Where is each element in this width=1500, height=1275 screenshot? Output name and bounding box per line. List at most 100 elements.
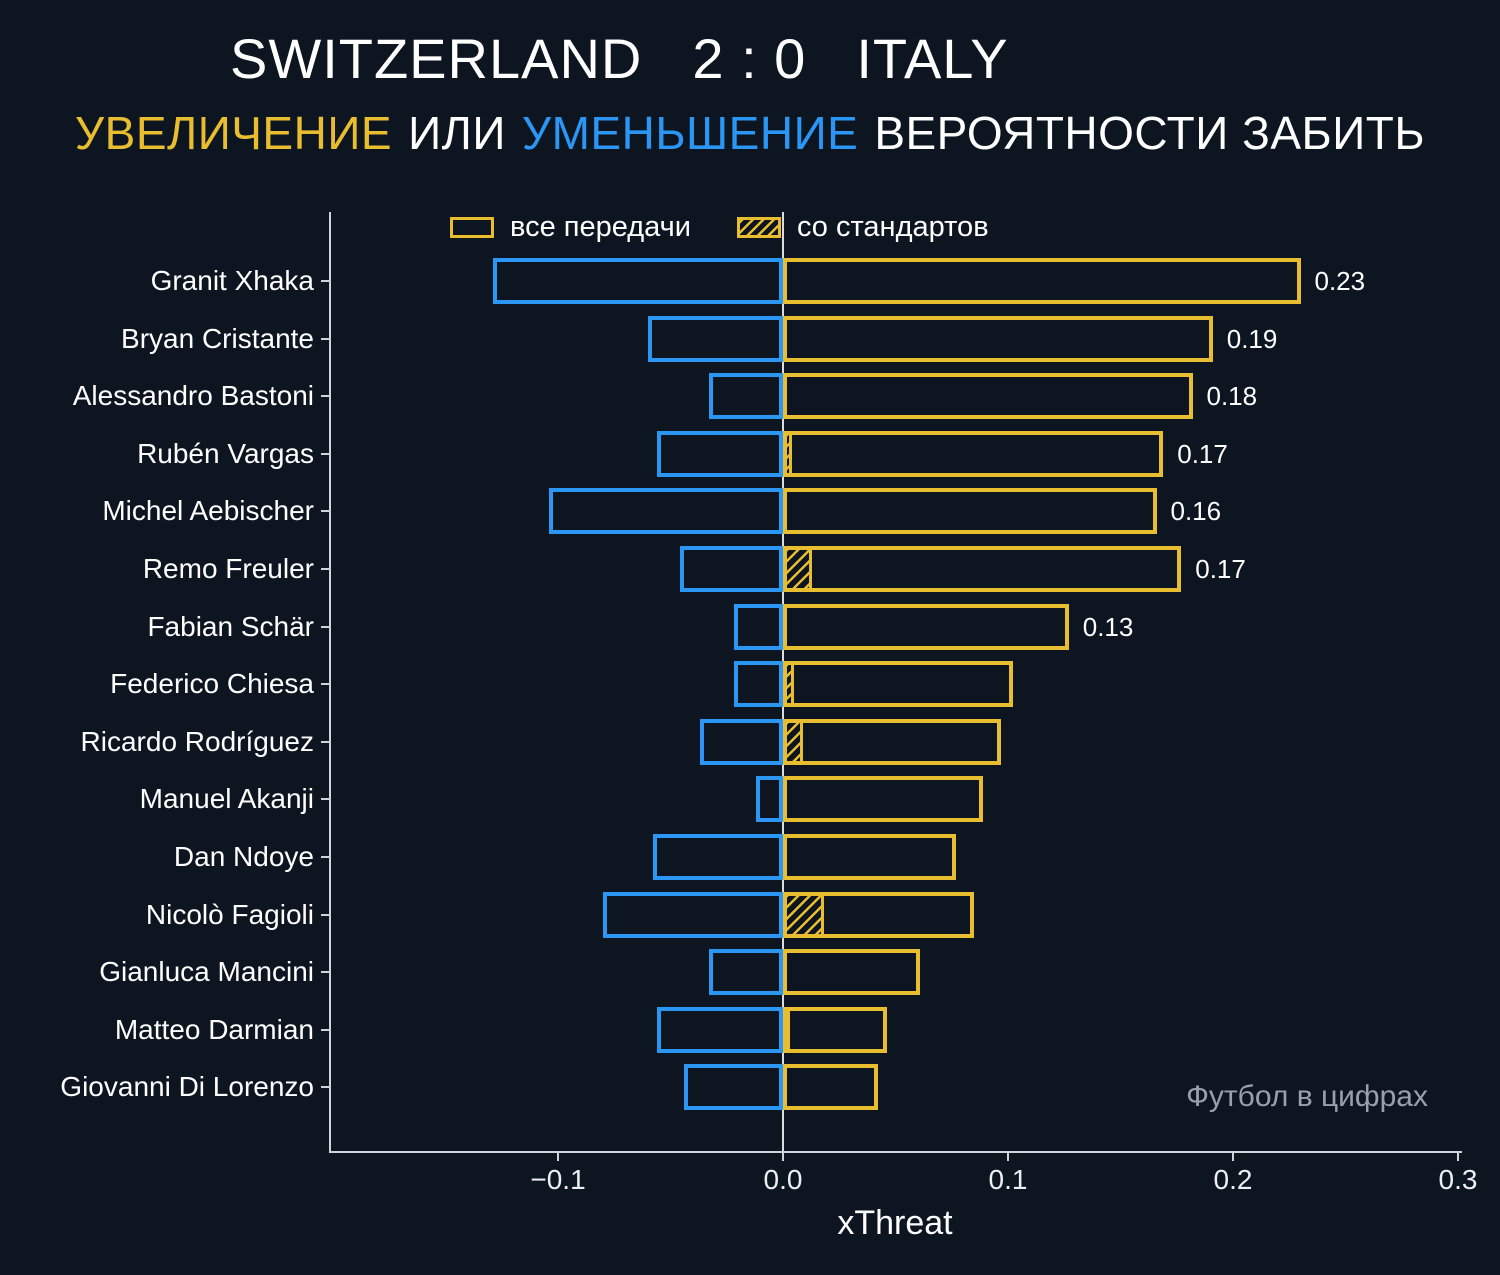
bar-increase [783,1006,887,1053]
bar-increase [783,258,1301,304]
x-axis-title: xThreat [837,1204,953,1242]
player-label: Remo Freuler [142,553,314,584]
y-axis-tick [321,740,330,743]
bar-set-piece [783,661,795,708]
bar-increase [783,430,1164,477]
bar-set-piece [783,891,824,938]
bar-decrease [648,315,783,362]
bar-increase [783,603,1069,650]
player-label: Manuel Akanji [139,783,314,815]
y-axis-tick [321,625,330,628]
bar-increase [783,488,1157,535]
x-axis-tick [1007,1152,1009,1161]
bar-decrease [603,891,783,938]
chart-subtitle: УВЕЛИЧЕНИЕ ИЛИ УМЕНЬШЕНИЕ ВЕРОЯТНОСТИ ЗА… [0,106,1500,160]
bar-value-label: 0.16 [1170,496,1222,527]
y-axis-line [329,212,331,1153]
legend-all-passes-swatch [450,216,494,238]
player-label: Dan Ndoye [173,841,314,872]
player-label: Fabian Schär [147,610,314,642]
y-axis-tick [321,568,330,570]
legend-set-pieces-swatch [736,216,781,238]
x-axis-line [329,1151,1462,1153]
x-axis-tick-label: 0.2 [1213,1164,1253,1195]
bar-increase [783,373,1193,420]
subtitle-decrease-word: УМЕНЬШЕНИЕ [521,107,859,159]
bar-decrease [708,949,783,996]
y-axis-tick [321,683,330,686]
player-label: Matteo Darmian [114,1013,314,1045]
player-label: Michel Aebischer [102,495,314,527]
bar-set-piece [783,546,813,592]
y-axis-tick [321,856,330,858]
legend-set-pieces-label: со стандартов [796,210,989,243]
y-axis-tick [321,1028,330,1031]
y-axis-tick [321,395,330,398]
x-axis-tick [1457,1152,1459,1161]
bar-value-label: 0.13 [1082,611,1134,642]
bar-set-piece [783,430,792,477]
match-score: 2 : 0 [692,27,807,90]
watermark: Футбол в цифрах [1186,1080,1428,1113]
subtitle-or-word: ИЛИ [408,107,506,159]
legend-all-passes-label: все передачи [510,210,691,243]
player-label: Ricardo Rodríguez [80,725,314,757]
subtitle-increase-word: УВЕЛИЧЕНИЕ [74,107,393,159]
player-label: Federico Chiesa [110,668,314,700]
y-axis-tick [321,337,330,340]
bar-value-label: 0.23 [1314,266,1366,296]
home-team-name: SWITZERLAND [230,27,643,90]
y-axis-tick [321,510,330,513]
player-label: Giovanni Di Lorenzo [60,1071,314,1103]
player-label: Alessandro Bastoni [72,380,314,412]
y-axis-tick [321,971,330,974]
player-label: Rubén Vargas [137,437,314,469]
y-axis-tick [321,798,330,801]
bar-decrease [492,258,783,304]
bar-increase [783,949,921,996]
x-axis-tick [782,1152,784,1161]
bar-value-label: 0.17 [1177,438,1228,469]
bar-decrease [733,603,783,650]
bar-increase [783,718,1002,765]
bar-decrease [699,718,783,765]
x-axis-tick [557,1152,559,1161]
player-label: Gianluca Mancini [99,956,314,988]
y-axis-tick [321,1086,330,1089]
bar-value-label: 0.19 [1226,323,1278,354]
away-team-name: ITALY [856,27,1009,90]
bar-decrease [549,488,783,535]
subtitle-rest-words: ВЕРОЯТНОСТИ ЗАБИТЬ [874,107,1426,159]
bar-increase [783,776,984,823]
y-axis-tick [321,452,330,455]
match-title: SWITZERLAND 2 : 0 ITALY [230,26,1009,91]
bar-set-piece [783,1006,790,1053]
bar-increase [783,546,1182,592]
bar-decrease [652,834,783,880]
x-axis-tick [1232,1152,1234,1161]
y-axis-tick [321,913,330,916]
y-axis-tick [321,280,330,282]
bar-decrease [733,661,783,708]
bar-increase [783,315,1213,362]
bar-value-label: 0.18 [1206,381,1258,412]
bar-decrease [756,776,783,823]
x-axis-tick-label: 0.3 [1438,1164,1478,1195]
bar-increase [783,834,957,880]
x-axis-tick-label: 0.0 [763,1164,803,1195]
bar-value-label: 0.17 [1195,554,1246,584]
player-label: Bryan Cristante [121,322,314,354]
bar-decrease [708,373,783,420]
x-axis-tick-label: 0.1 [988,1164,1028,1195]
bar-set-piece [783,718,804,765]
player-label: Nicolò Fagioli [145,898,314,930]
bar-decrease [684,1064,783,1111]
bar-increase [783,1064,878,1111]
chart-legend: все передачи со стандартов [450,210,989,244]
x-axis-tick-label: −0.1 [530,1164,586,1195]
bar-decrease [657,430,783,477]
bar-decrease [657,1006,783,1053]
player-label: Granit Xhaka [150,265,314,296]
bar-increase [783,661,1013,708]
